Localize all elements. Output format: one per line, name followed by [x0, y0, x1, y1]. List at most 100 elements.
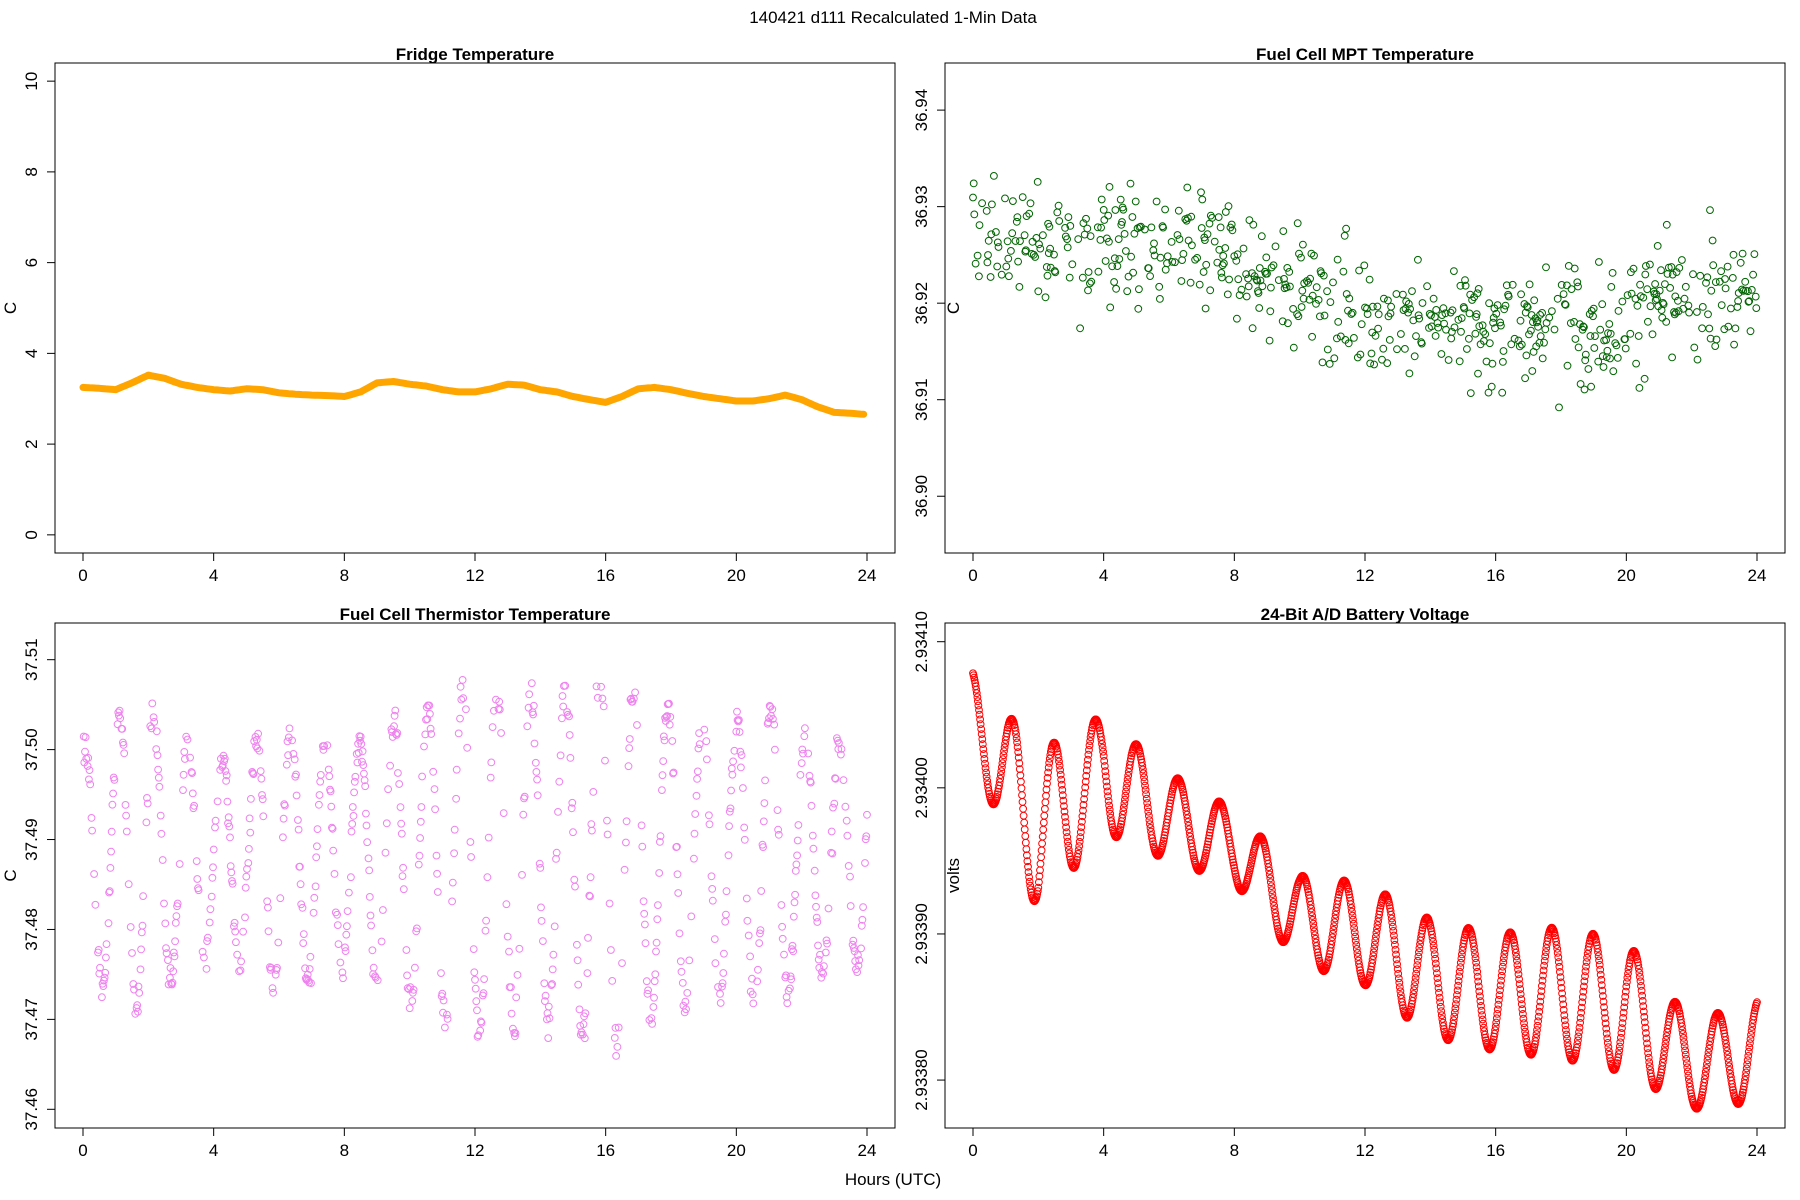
data-point	[102, 940, 111, 948]
data-point	[984, 787, 993, 795]
data-point	[1003, 237, 1012, 246]
data-point	[1256, 276, 1265, 285]
data-point	[986, 273, 995, 281]
data-point	[1634, 332, 1643, 340]
data-point	[171, 919, 180, 927]
data-point	[1497, 976, 1505, 985]
data-point	[503, 932, 512, 941]
data-point	[1146, 820, 1154, 828]
data-point	[1539, 971, 1547, 980]
data-point	[226, 833, 234, 842]
data-point	[739, 784, 747, 792]
data-point	[1122, 783, 1131, 792]
data-point	[1723, 1047, 1731, 1055]
data-point	[1370, 360, 1378, 369]
data-point	[1057, 780, 1066, 789]
data-point	[857, 944, 865, 953]
data-point	[1618, 1024, 1626, 1032]
data-point	[152, 727, 161, 736]
data-point	[1357, 320, 1366, 329]
data-point	[1598, 986, 1607, 995]
x-tick-label: 20	[727, 1141, 746, 1160]
data-point	[132, 1004, 141, 1012]
data-point	[1014, 257, 1022, 266]
data-point	[1693, 355, 1702, 364]
data-point	[687, 912, 696, 921]
data-point	[341, 943, 349, 952]
data-point	[1491, 1026, 1499, 1035]
data-point	[239, 927, 248, 936]
data-point	[1668, 270, 1677, 279]
data-point	[279, 814, 288, 823]
data-point	[1478, 1015, 1487, 1024]
data-point	[232, 938, 240, 947]
data-point	[1269, 898, 1278, 906]
data-point	[558, 714, 566, 723]
data-point	[529, 701, 538, 710]
data-point	[585, 891, 594, 900]
data-point	[1387, 302, 1395, 311]
y-tick-label: 4	[22, 349, 41, 358]
data-point	[320, 742, 329, 750]
data-point	[1383, 359, 1392, 368]
data-point	[1612, 341, 1621, 350]
data-point	[1285, 268, 1294, 276]
data-point	[1485, 299, 1493, 308]
data-point	[1318, 358, 1327, 367]
data-point	[169, 967, 178, 976]
data-point	[793, 851, 801, 860]
data-point	[1563, 361, 1572, 370]
data-point	[797, 759, 806, 767]
data-point	[365, 893, 374, 901]
data-point	[488, 723, 497, 731]
data-point	[1615, 1042, 1624, 1051]
data-point	[673, 870, 682, 879]
data-point	[811, 891, 820, 900]
data-point	[1094, 267, 1103, 276]
data-point	[1560, 1011, 1569, 1020]
data-point	[405, 1004, 414, 1013]
data-point	[1392, 950, 1400, 959]
data-point	[1078, 812, 1087, 821]
data-point	[1329, 278, 1337, 287]
data-point	[857, 921, 866, 930]
data-point	[1747, 1027, 1756, 1035]
data-point	[1719, 1023, 1728, 1032]
data-point	[681, 997, 690, 1006]
data-point	[690, 854, 698, 863]
data-point	[1086, 279, 1094, 288]
data-point	[1043, 271, 1052, 280]
data-point	[1613, 354, 1622, 362]
data-point	[665, 720, 674, 729]
data-point	[1596, 965, 1605, 974]
data-point	[622, 838, 630, 847]
data-point	[1595, 258, 1603, 266]
data-point	[1018, 798, 1027, 806]
data-point	[1550, 325, 1559, 334]
data-point	[1385, 901, 1394, 910]
data-point	[1696, 271, 1705, 280]
data-point	[1053, 208, 1062, 217]
data-point	[1011, 726, 1020, 735]
data-point	[1242, 270, 1250, 279]
data-point	[122, 827, 131, 836]
data-point	[399, 885, 408, 894]
x-tick-label: 16	[596, 1141, 615, 1160]
data-point	[1126, 179, 1135, 188]
data-point	[523, 722, 532, 731]
data-point	[1282, 283, 1291, 292]
data-point	[1749, 1012, 1758, 1021]
data-point	[336, 958, 345, 967]
data-point	[456, 682, 465, 691]
data-point	[1390, 931, 1398, 940]
data-point	[1152, 197, 1161, 206]
data-point	[1329, 929, 1337, 938]
data-point	[1614, 307, 1623, 315]
data-point	[992, 228, 1000, 236]
data-point	[429, 767, 438, 776]
data-point	[1656, 1074, 1664, 1083]
data-point	[288, 736, 297, 745]
data-point	[466, 838, 475, 846]
fuel-cell-mpt-temperature-panel: Fuel Cell MPT Temperature 0 4 8 12 16 20 2436.…	[912, 45, 1786, 585]
data-point	[223, 797, 232, 806]
